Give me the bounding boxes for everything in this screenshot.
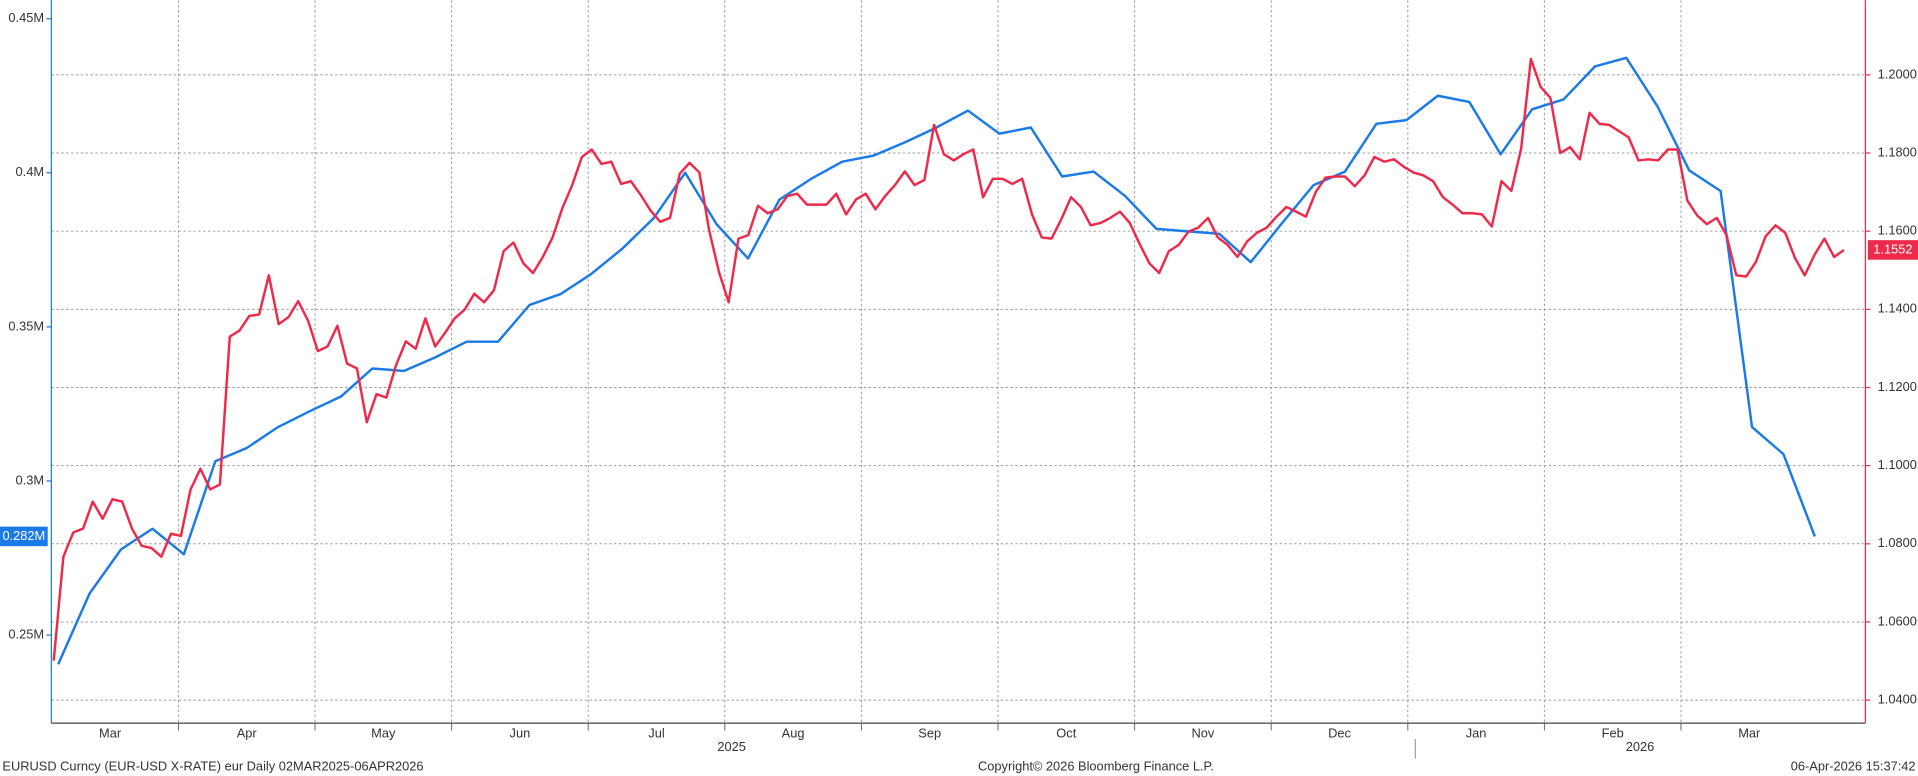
y-tick-label: 0.4M — [16, 164, 45, 179]
last-value-box — [1867, 240, 1918, 260]
x-year-label: 2025 — [717, 739, 746, 754]
footer-right: 06-Apr-2026 15:37:42 — [1791, 759, 1916, 774]
last-value-label: 1.1552 — [1873, 241, 1912, 256]
y2-tick-label: 1.1400 — [1878, 301, 1917, 316]
y2-tick-label: 1.2000 — [1878, 66, 1917, 81]
x-tick-label: Nov — [1191, 726, 1214, 741]
y2-tick-label: 1.1800 — [1878, 144, 1917, 159]
x-tick-label: Mar — [1738, 726, 1761, 741]
x-tick-label: Jun — [510, 726, 531, 741]
last-value-label: 0.282M — [2, 528, 45, 543]
y-tick-label: 0.25M — [8, 626, 44, 641]
x-tick-label: Oct — [1056, 726, 1076, 741]
y2-tick-label: 1.1200 — [1878, 379, 1917, 394]
x-tick-label: Feb — [1602, 726, 1624, 741]
x-tick-label: Sep — [918, 726, 941, 741]
series-line — [52, 57, 1845, 661]
footer-center: Copyright© 2026 Bloomberg Finance L.P. — [978, 759, 1214, 774]
x-tick-label: Jul — [648, 726, 664, 741]
x-tick-label: Aug — [782, 726, 805, 741]
x-year-label: 2026 — [1626, 739, 1655, 754]
footer-left: EURUSD Curncy (EUR-USD X-RATE) eur Daily… — [2, 759, 423, 774]
x-tick-label: May — [371, 726, 396, 741]
y-tick-label: 0.3M — [16, 472, 45, 487]
y2-tick-label: 1.1000 — [1878, 457, 1917, 472]
y-tick-label: 0.45M — [8, 10, 44, 25]
y2-tick-label: 1.0600 — [1878, 613, 1917, 628]
x-tick-label: Apr — [237, 726, 258, 741]
y2-tick-label: 1.0400 — [1878, 691, 1917, 706]
x-tick-label: Jan — [1466, 726, 1487, 741]
y-tick-label: 0.35M — [8, 318, 44, 333]
last-value-box — [0, 526, 48, 547]
x-tick-label: Dec — [1328, 726, 1351, 741]
x-tick-label: Mar — [99, 726, 122, 741]
y2-tick-label: 1.0800 — [1878, 535, 1917, 550]
series-line — [57, 56, 1817, 665]
y2-tick-label: 1.1600 — [1878, 223, 1917, 238]
